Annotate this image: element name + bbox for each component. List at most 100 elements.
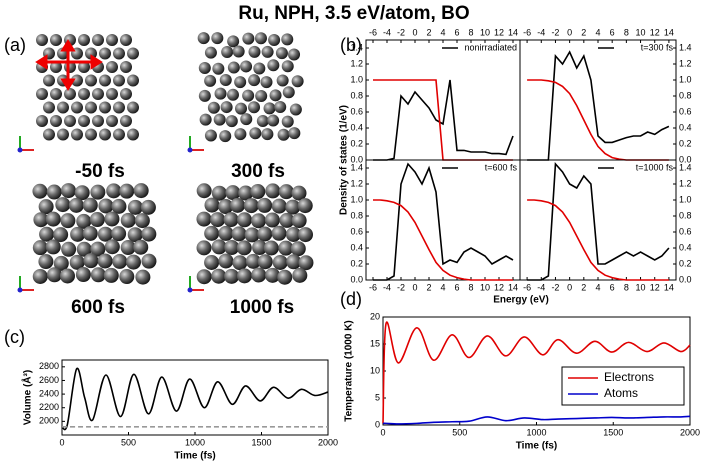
y-tick-label: 0.4 — [679, 122, 692, 132]
atom — [221, 46, 234, 59]
x-tick-label: 1500 — [603, 427, 623, 437]
y-tick-label: 0.8 — [350, 90, 363, 100]
legend-label: t=1000 fs — [636, 162, 674, 172]
panel-label: (a) — [4, 35, 26, 55]
legend-label: nonirradiated — [464, 42, 517, 52]
x-axis-label: Time (fs) — [174, 451, 216, 462]
atom — [82, 197, 98, 213]
atom — [43, 128, 55, 141]
atom — [57, 101, 69, 114]
atom — [242, 89, 255, 102]
x-tick-label: 1500 — [251, 437, 271, 447]
atom — [76, 241, 92, 257]
atom — [85, 74, 97, 87]
atom — [106, 115, 118, 127]
atom — [260, 76, 273, 89]
atom — [225, 115, 238, 128]
atom — [288, 48, 301, 61]
atom — [224, 239, 240, 255]
atom — [45, 211, 61, 227]
atom — [43, 74, 55, 87]
x-tick-label: 500 — [121, 437, 136, 447]
plot-frame — [519, 39, 677, 161]
atom — [238, 185, 254, 201]
atom — [249, 127, 262, 140]
atom — [55, 197, 71, 213]
atom — [50, 88, 62, 100]
atom — [111, 198, 127, 214]
x-tick-label: 12 — [650, 282, 660, 292]
atom — [236, 240, 252, 256]
axis-icon — [17, 287, 23, 293]
y-tick-label: 2200 — [39, 402, 59, 412]
y-tick-label: 0.6 — [679, 106, 692, 116]
atom — [39, 226, 55, 242]
x-tick-label: 8 — [624, 282, 629, 292]
atom — [78, 115, 90, 127]
x-tick-label: -4 — [383, 282, 391, 292]
atom — [64, 88, 76, 100]
y-tick-label: 1.4 — [679, 162, 692, 172]
x-tick-label: 6 — [454, 282, 459, 292]
data-line — [373, 79, 514, 161]
atom — [127, 47, 139, 60]
atom — [127, 101, 139, 114]
atom — [212, 62, 225, 75]
panel-label: (b) — [340, 35, 362, 55]
y-tick-label: 2400 — [39, 388, 59, 398]
atom — [261, 45, 274, 58]
legend-label: t=600 fs — [485, 162, 518, 172]
atom — [78, 61, 90, 73]
atom — [141, 253, 157, 269]
snapshot-label: 600 fs — [71, 297, 125, 318]
x-tick-label: -2 — [551, 282, 559, 292]
x-tick-label: -2 — [397, 27, 405, 37]
atom — [196, 211, 212, 227]
x-tick-label: 2 — [426, 282, 431, 292]
x-axis-label: Energy (eV) — [493, 295, 549, 306]
atom — [290, 241, 306, 257]
atom — [99, 47, 111, 60]
atom — [235, 102, 248, 115]
atom — [106, 88, 118, 100]
charts: -6 -4 -2 0 2 4 6 8 10 12 140.00.20.40.60.81.01.21.… — [21, 27, 700, 461]
data-line — [382, 321, 691, 424]
atom — [213, 113, 226, 126]
x-tick-label: -2 — [397, 282, 405, 292]
x-tick-label: 4 — [440, 282, 445, 292]
y-tick-label: 0.8 — [679, 210, 692, 220]
atom — [134, 213, 150, 229]
y-tick-label: 0 — [375, 419, 380, 429]
atom — [211, 268, 227, 284]
atom — [135, 269, 151, 285]
axis-icon — [187, 147, 193, 153]
atom — [240, 113, 253, 126]
atom — [211, 239, 227, 255]
atom — [103, 267, 119, 283]
atom — [43, 101, 55, 114]
atom — [250, 184, 266, 200]
x-tick-label: 2 — [581, 27, 586, 37]
atom — [119, 269, 135, 285]
atom — [85, 101, 97, 114]
atom — [242, 32, 255, 45]
atom — [68, 197, 84, 213]
atom — [297, 198, 313, 214]
atom — [210, 212, 226, 228]
atom — [298, 255, 314, 271]
y-tick-label: 0.2 — [350, 138, 363, 148]
atom — [248, 74, 261, 87]
x-axis-label: Time (fs) — [516, 441, 558, 452]
atom — [92, 88, 104, 100]
atom — [127, 74, 139, 87]
atom — [289, 103, 302, 116]
atom — [71, 74, 83, 87]
atom — [214, 87, 227, 100]
y-tick-label: 0.6 — [350, 226, 363, 236]
atom — [281, 33, 294, 46]
atom — [231, 226, 247, 242]
x-tick-label: 12 — [494, 282, 504, 292]
x-tick-label: 8 — [624, 27, 629, 37]
atom — [219, 130, 232, 143]
atom — [74, 185, 90, 201]
